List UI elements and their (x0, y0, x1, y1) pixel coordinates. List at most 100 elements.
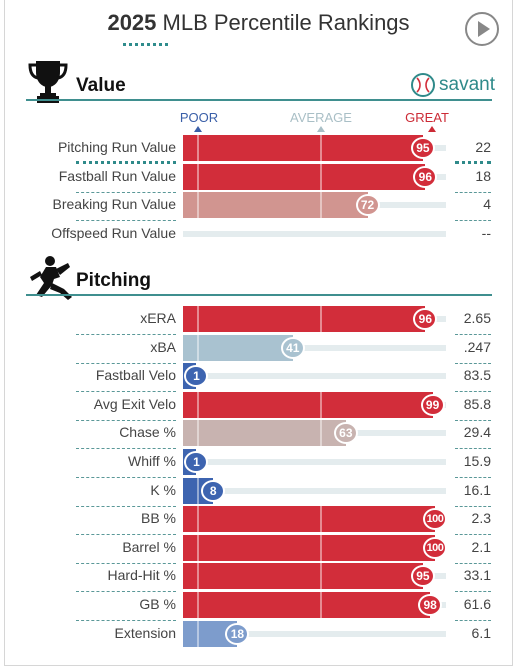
percentile-bar (183, 391, 433, 418)
scale-guide-line (197, 334, 199, 361)
bar-track (183, 230, 446, 237)
scale-average-label: AVERAGE (290, 110, 352, 125)
chart-row-gb: GB % 98 61.6 (0, 591, 517, 621)
percentile-bar (183, 420, 346, 447)
row-separator (455, 419, 491, 421)
row-separator (76, 477, 176, 478)
stat-value: 33.1 (463, 567, 491, 584)
bar-track (183, 344, 446, 351)
row-separator (76, 391, 176, 393)
pitching-section-header: Pitching (26, 255, 492, 300)
scale-guide-line (320, 306, 322, 332)
percentile-badge: 99 (420, 393, 445, 416)
stat-value: 6.1 (471, 624, 491, 641)
chart-row-bb: BB % 100 2.3 (0, 505, 517, 536)
bar-track (183, 373, 446, 380)
scale-guide-line (197, 620, 199, 647)
chart-row-whiff: Whiff % 1 15.9 (0, 448, 517, 478)
scale-great-label: GREAT (405, 110, 449, 125)
row-label: K % (150, 481, 176, 498)
percentile-bar (183, 334, 293, 361)
chart-row-extension: Extension 18 6.1 (0, 620, 517, 648)
savant-brand-text: savant (439, 74, 495, 95)
stat-value: 18 (475, 167, 491, 184)
chart-row-pitching-run-value: Pitching Run Value 95 22 (0, 134, 517, 164)
row-separator (76, 419, 176, 421)
percentile-bar (183, 306, 426, 332)
stat-value: 2.1 (471, 538, 491, 555)
stat-value: -- (481, 224, 491, 241)
scale-guide-line (197, 135, 199, 161)
row-separator (76, 534, 176, 536)
pitching-section-rule (26, 294, 492, 296)
row-separator (455, 477, 491, 478)
scale-guide-line (320, 163, 322, 190)
percentile-badge: 96 (413, 308, 438, 330)
percentile-badge: 100 (423, 508, 447, 531)
row-separator (455, 448, 491, 450)
scale-guide-line (197, 391, 199, 418)
row-label: Extension (114, 624, 176, 641)
row-label: xERA (140, 310, 176, 326)
play-button[interactable] (465, 12, 499, 46)
stat-value: 15.9 (463, 453, 491, 469)
chart-row-avg-exit-velo: Avg Exit Velo 99 85.8 (0, 391, 517, 421)
bar-track (183, 459, 446, 465)
chart-row-barrel: Barrel % 100 2.1 (0, 534, 517, 564)
scale-guide-line (197, 163, 199, 190)
scale-guide-line (197, 534, 199, 561)
row-separator (455, 620, 491, 621)
scale-guide-line (197, 192, 199, 219)
stat-value: 83.5 (463, 367, 491, 384)
row-separator (455, 391, 491, 393)
value-section-rule (26, 99, 492, 101)
row-label: Avg Exit Velo (93, 395, 176, 412)
percentile-badge: 72 (355, 194, 380, 217)
percentile-bar (183, 163, 426, 190)
scale-guide-line (320, 391, 322, 418)
row-separator (76, 362, 176, 364)
value-section-header: Value (26, 58, 492, 103)
row-separator (455, 220, 491, 222)
percentile-badge: 63 (333, 422, 358, 445)
row-label: Chase % (119, 424, 176, 441)
rankings-card (4, 0, 513, 666)
percentile-badge: 41 (280, 336, 305, 359)
row-separator (76, 591, 176, 593)
percentile-badge: 96 (413, 165, 438, 188)
percentile-badge: 8 (201, 479, 226, 502)
stat-value: 4 (483, 196, 491, 213)
chart-row-fastball-velo: Fastball Velo 1 83.5 (0, 362, 517, 393)
chart-row-k: K % 8 16.1 (0, 477, 517, 507)
scale-great-arrow (428, 126, 436, 132)
row-separator (455, 161, 491, 164)
row-label: GB % (139, 596, 176, 612)
baseball-icon (411, 73, 435, 97)
scale-guide-line (197, 306, 199, 332)
stat-value: 2.65 (463, 310, 491, 326)
row-label: Pitching Run Value (57, 139, 176, 155)
row-label: Offspeed Run Value (51, 224, 176, 241)
percentile-badge: 100 (423, 536, 447, 559)
page-title: 2025 MLB Percentile Rankings (0, 10, 517, 36)
row-separator (76, 191, 176, 193)
value-section-title: Value (76, 75, 126, 96)
trophy-icon (28, 61, 68, 103)
row-separator (76, 448, 176, 450)
scale-guide-line (320, 135, 322, 161)
stat-value: 61.6 (463, 596, 491, 612)
row-label: Whiff % (128, 453, 176, 469)
row-label: Hard-Hit % (107, 567, 176, 584)
pitching-section-title: Pitching (76, 270, 151, 291)
chart-row-fastball-run-value: Fastball Run Value 96 18 (0, 163, 517, 193)
title-text: MLB Percentile Rankings (162, 10, 410, 35)
scale-guide-line (197, 420, 199, 447)
row-separator (76, 620, 176, 621)
stat-value: 85.8 (463, 395, 491, 412)
row-separator (76, 505, 176, 507)
chart-row-xba: xBA 41 .247 (0, 334, 517, 364)
stat-value: 22 (475, 139, 491, 155)
percentile-badge: 1 (184, 365, 209, 388)
row-label: Fastball Run Value (58, 167, 176, 184)
percentile-bar (183, 135, 423, 161)
